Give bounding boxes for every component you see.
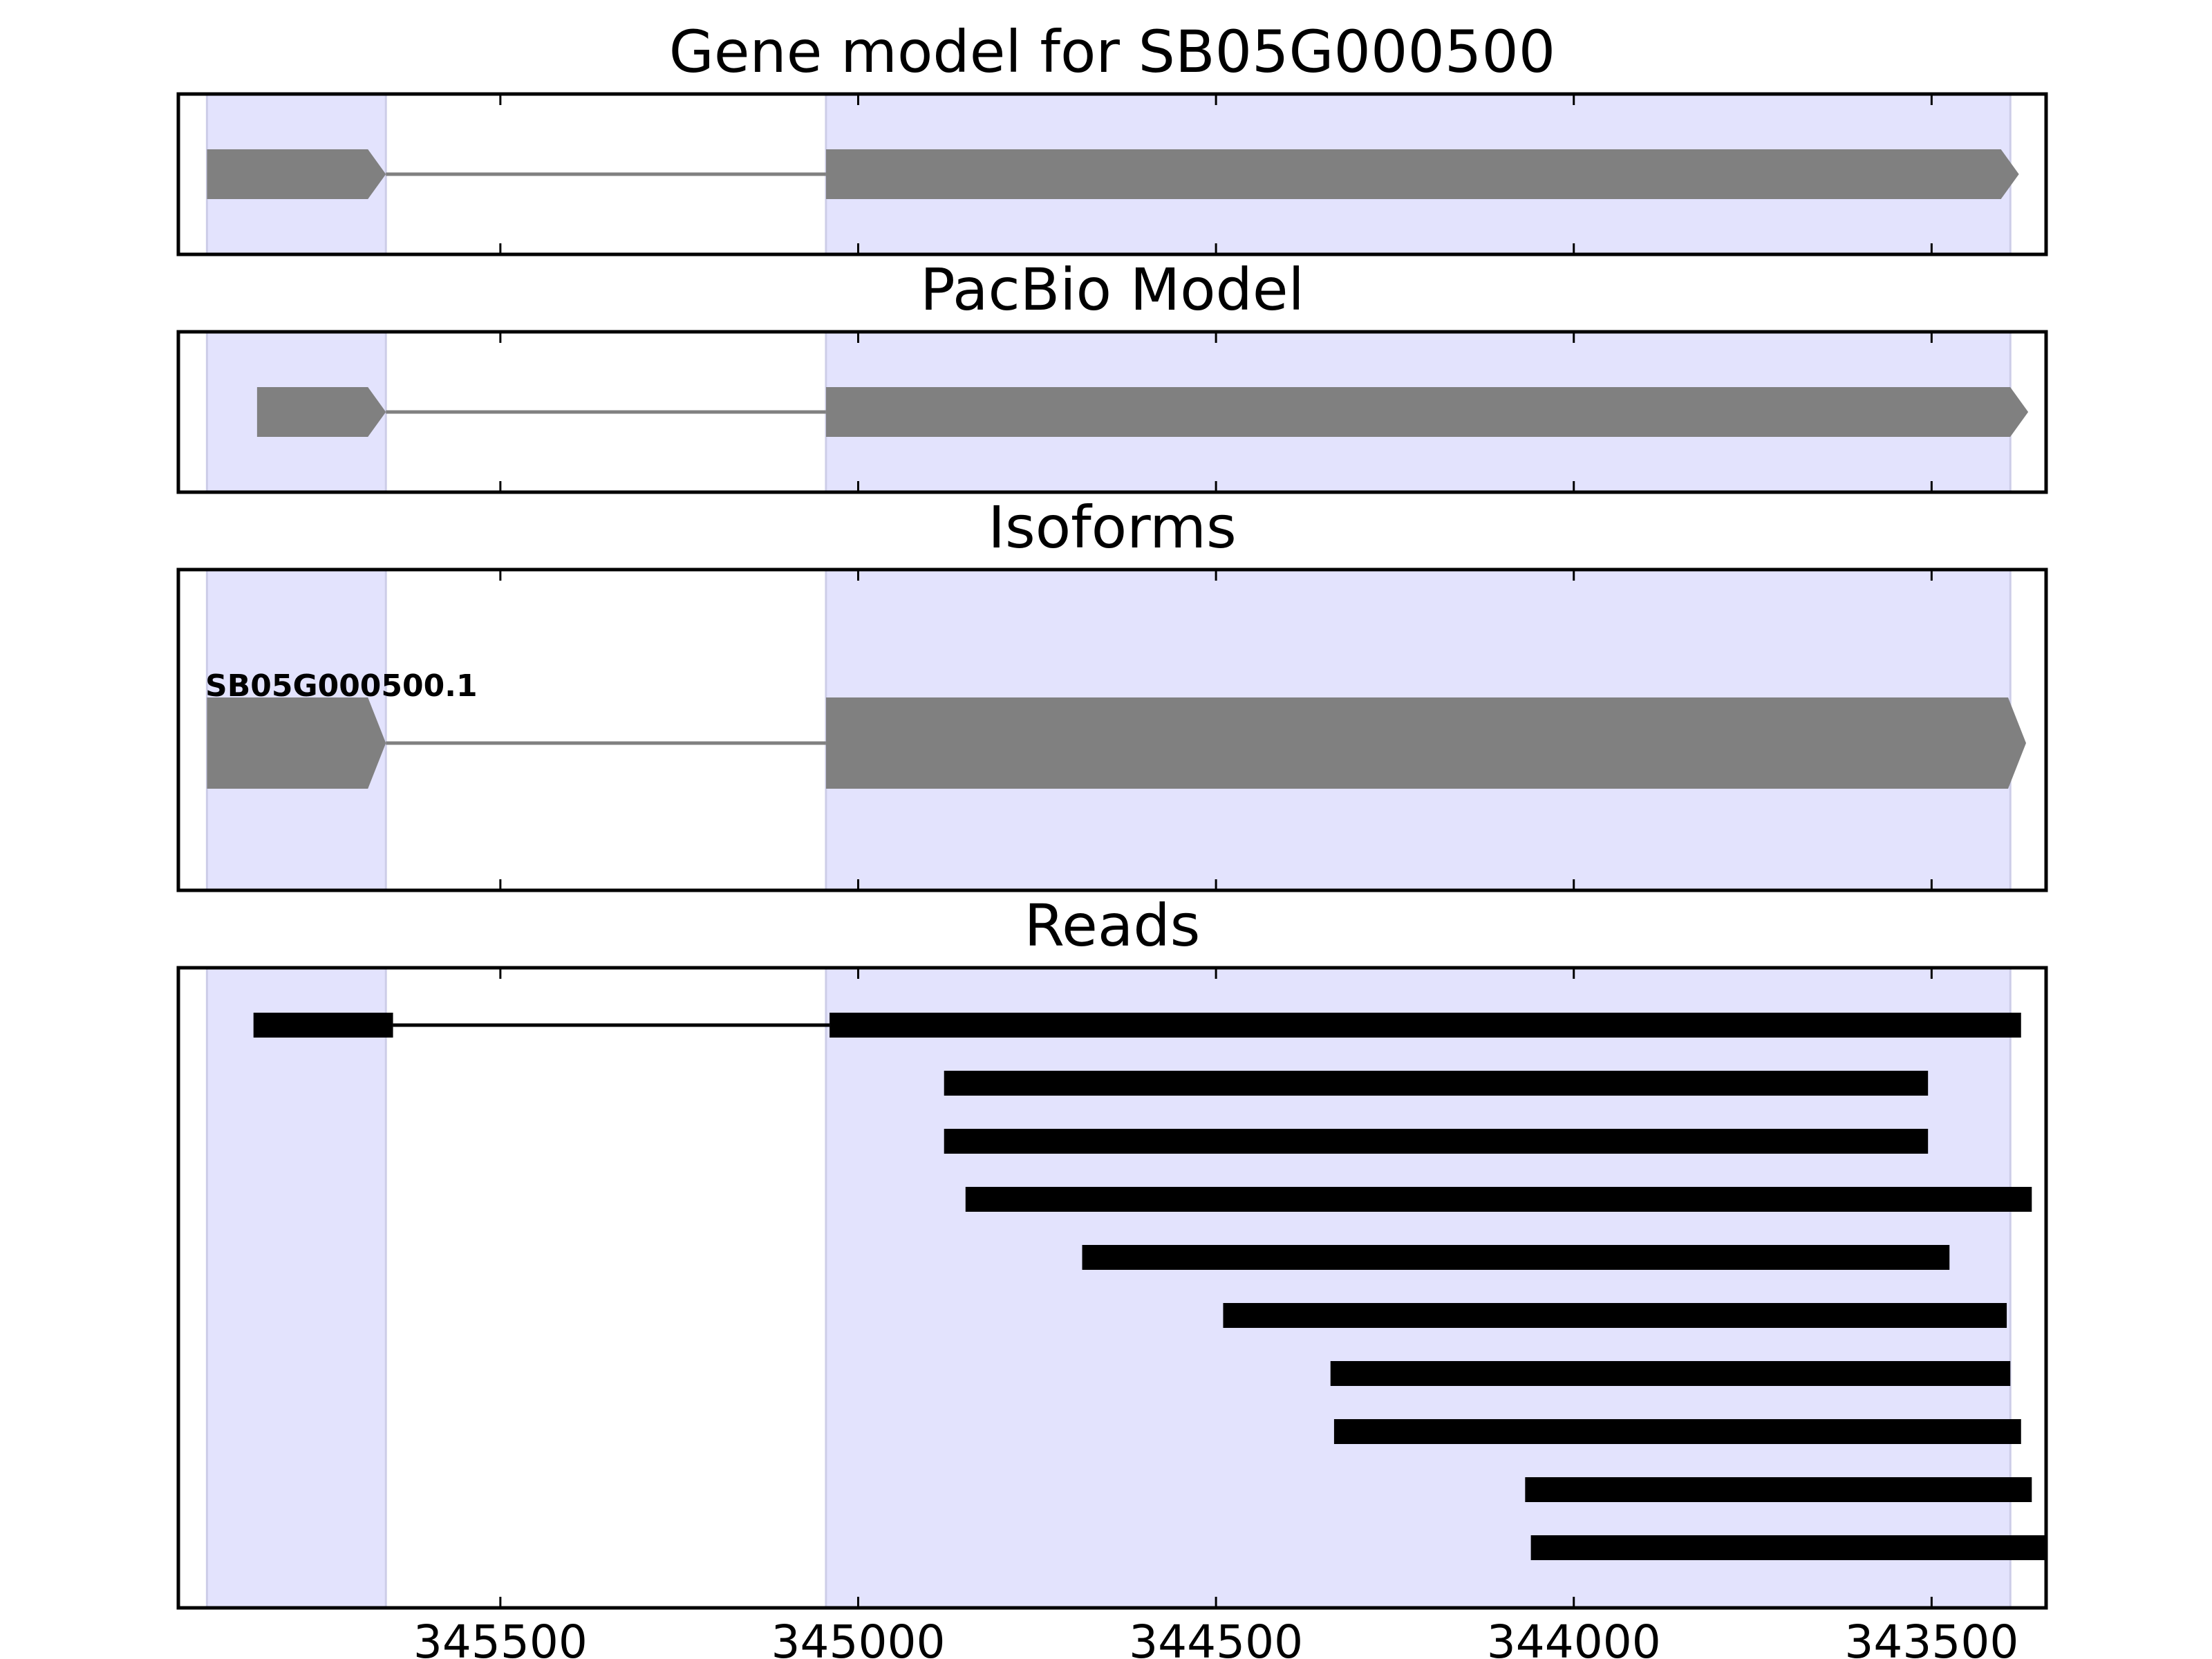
read-10-block-1: [1530, 1535, 2046, 1560]
isoforms-panel: Isoforms SB05G000500.1: [176, 494, 2048, 892]
isoform-1-exon-2: [825, 697, 2027, 789]
read-8-block-1: [1333, 1419, 2021, 1444]
x-axis-tick-labels: 345500 345000 344500 344000 343500: [413, 1615, 2018, 1659]
read-1-block-1: [253, 1013, 393, 1038]
pacbio-model-track: [256, 387, 2029, 437]
isoform-1-exon-1: [207, 697, 386, 789]
x-tick-label: 343500: [1844, 1615, 2018, 1659]
reads-title: Reads: [1024, 892, 1201, 959]
reads-frame: [176, 966, 2048, 1610]
gene-model-frame: [176, 92, 2048, 256]
pacbio-model-exon-2: [825, 387, 2029, 437]
gene-model-title: Gene model for SB05G000500: [669, 18, 1555, 86]
gene-model-panel: Gene model for SB05G000500: [176, 18, 2048, 256]
read-9-block-1: [1525, 1477, 2032, 1502]
pacbio-model-panel: PacBio Model: [176, 256, 2048, 494]
read-1-block-2: [830, 1013, 2021, 1038]
reads-ticks: [499, 968, 1933, 1608]
isoforms-frame: [176, 568, 2048, 892]
pacbio-model-title: PacBio Model: [920, 256, 1304, 324]
gene-model-exon-1: [207, 149, 386, 199]
reads-panel: Reads 345500 345000 344500 344000 343500: [176, 892, 2048, 1659]
reads-track: [253, 1013, 2046, 1560]
isoforms-title: Isoforms: [988, 494, 1237, 561]
x-tick-label: 345000: [771, 1615, 946, 1659]
isoform-label: SB05G000500.1: [205, 668, 478, 704]
highlight-region-2: [825, 966, 2012, 1609]
pacbio-model-frame: [176, 330, 2048, 494]
read-4-block-1: [965, 1187, 2032, 1212]
read-5-block-1: [1082, 1245, 1950, 1270]
read-2-block-1: [944, 1071, 1929, 1096]
x-tick-label: 344500: [1129, 1615, 1303, 1659]
isoforms-ticks: [499, 570, 1933, 890]
x-tick-label: 344000: [1487, 1615, 1661, 1659]
read-6-block-1: [1223, 1303, 2007, 1328]
x-tick-label: 345500: [413, 1615, 588, 1659]
gene-model-track: [207, 149, 2019, 199]
gene-model-exon-2: [825, 149, 2019, 199]
isoforms-track: [207, 697, 2027, 789]
highlight-region-1: [205, 966, 387, 1609]
pacbio-model-exon-1: [256, 387, 386, 437]
pacbio-model-ticks: [499, 332, 1933, 492]
gene-model-ticks: [499, 94, 1933, 254]
read-7-block-1: [1330, 1361, 2011, 1386]
read-3-block-1: [944, 1129, 1929, 1154]
